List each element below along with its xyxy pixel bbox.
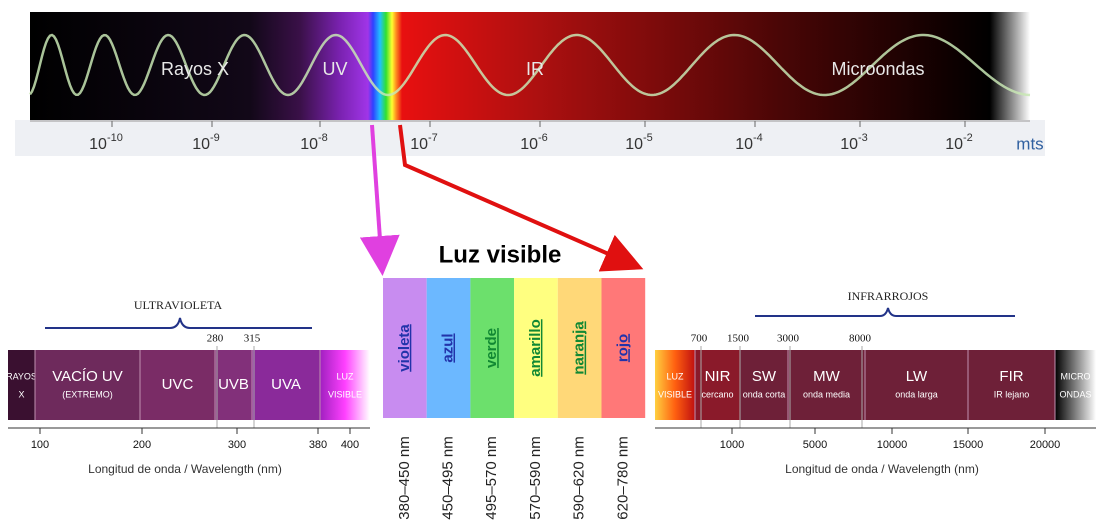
tick-base: 10 xyxy=(89,136,107,153)
band-name: verde xyxy=(483,328,500,368)
band-name: azul xyxy=(440,333,457,362)
segment xyxy=(788,350,865,420)
tick-exponent: -8 xyxy=(318,132,328,144)
panel-tick-label: 380 xyxy=(309,439,327,451)
segment-label: NIR xyxy=(705,368,731,385)
band-range: 495–570 nm xyxy=(483,436,500,519)
tick-exponent: -5 xyxy=(643,132,653,144)
band-range: 570–590 nm xyxy=(527,436,544,519)
uv-title: ULTRAVIOLETA xyxy=(134,298,223,312)
panel-tick-label: 100 xyxy=(31,439,49,451)
band-name: rojo xyxy=(614,334,631,362)
band-range: 380–450 nm xyxy=(396,436,413,519)
band-range: 450–495 nm xyxy=(440,436,457,519)
segment-label: onda larga xyxy=(895,389,938,399)
panel-tick-label: 1000 xyxy=(720,439,744,451)
segment xyxy=(655,350,695,420)
tick-exponent: -3 xyxy=(858,132,868,144)
top-tick-label: 700 xyxy=(691,333,708,345)
segment xyxy=(8,350,35,420)
segment-label: LUZ xyxy=(336,371,354,381)
segment-label: RAYOS xyxy=(6,371,37,381)
segment-label: UVA xyxy=(271,376,301,393)
segment-label: LUZ xyxy=(666,371,684,381)
tick-base: 10 xyxy=(520,136,538,153)
segment-label: VISIBLE xyxy=(658,389,692,399)
segment-label: UVB xyxy=(218,376,249,393)
region-label: Microondas xyxy=(831,59,924,79)
segment-label: SW xyxy=(752,368,777,385)
segment-label: cercano xyxy=(701,389,733,399)
segment-label: onda corta xyxy=(743,389,786,399)
segment xyxy=(695,350,740,420)
panel-tick-label: 5000 xyxy=(803,439,827,451)
segment-label: VISIBLE xyxy=(328,389,362,399)
panel-tick-label: 10000 xyxy=(877,439,908,451)
panel-axis-label: Longitud de onda / Wavelength (nm) xyxy=(88,462,282,476)
ir-title: INFRARROJOS xyxy=(848,289,929,303)
band-range: 620–780 nm xyxy=(614,436,631,519)
tick-exponent: -4 xyxy=(753,132,763,144)
segment xyxy=(35,350,140,420)
segment-label: UVC xyxy=(162,376,194,393)
panel-tick-label: 200 xyxy=(133,439,151,451)
spectrum-diagram: Luz visible ULTRAVIOLETA INFRARROJOS Ray… xyxy=(0,0,1096,529)
uv-brace xyxy=(45,318,312,328)
segment-label: IR lejano xyxy=(994,389,1030,399)
panel-tick-label: 300 xyxy=(228,439,246,451)
tick-base: 10 xyxy=(410,136,428,153)
segment-label: LW xyxy=(906,368,928,385)
panel-tick-label: 400 xyxy=(341,439,359,451)
tick-base: 10 xyxy=(735,136,753,153)
panel-axis-label: Longitud de onda / Wavelength (nm) xyxy=(785,462,979,476)
segment-label: onda media xyxy=(803,389,850,399)
top-tick-label: 1500 xyxy=(727,333,750,345)
tick-exponent: -7 xyxy=(428,132,438,144)
segment xyxy=(320,350,370,420)
visible-title: Luz visible xyxy=(439,241,562,268)
axis-unit: mts xyxy=(1016,134,1043,153)
band-name: violeta xyxy=(396,324,413,372)
segment-label: MICRO xyxy=(1061,371,1091,381)
segment-label: MW xyxy=(813,368,840,385)
tick-exponent: -6 xyxy=(538,132,548,144)
region-label: Rayos X xyxy=(161,59,229,79)
tick-base: 10 xyxy=(945,136,963,153)
panel-tick-label: 15000 xyxy=(953,439,984,451)
tick-exponent: -2 xyxy=(963,132,973,144)
tick-exponent: -10 xyxy=(107,132,123,144)
top-tick-label: 315 xyxy=(244,333,261,345)
region-label: UV xyxy=(322,59,347,79)
tick-base: 10 xyxy=(300,136,318,153)
segment xyxy=(740,350,788,420)
band-range: 590–620 nm xyxy=(571,436,588,519)
region-label: IR xyxy=(526,59,544,79)
segment xyxy=(1055,350,1096,420)
segment-label: ONDAS xyxy=(1059,389,1091,399)
segment-label: FIR xyxy=(999,368,1023,385)
segment xyxy=(865,350,968,420)
band-name: amarillo xyxy=(527,319,544,377)
top-tick-label: 280 xyxy=(207,333,224,345)
segment-label: (EXTREMO) xyxy=(62,389,113,399)
segment-label: VACÍO UV xyxy=(52,368,123,385)
segment xyxy=(968,350,1055,420)
segment-label: X xyxy=(18,389,24,399)
ir-brace xyxy=(755,308,1015,316)
tick-base: 10 xyxy=(192,136,210,153)
tick-base: 10 xyxy=(840,136,858,153)
panel-tick-label: 20000 xyxy=(1030,439,1061,451)
top-tick-label: 8000 xyxy=(849,333,872,345)
tick-base: 10 xyxy=(625,136,643,153)
top-tick-label: 3000 xyxy=(777,333,800,345)
band-name: naranja xyxy=(571,321,588,375)
tick-exponent: -9 xyxy=(210,132,220,144)
